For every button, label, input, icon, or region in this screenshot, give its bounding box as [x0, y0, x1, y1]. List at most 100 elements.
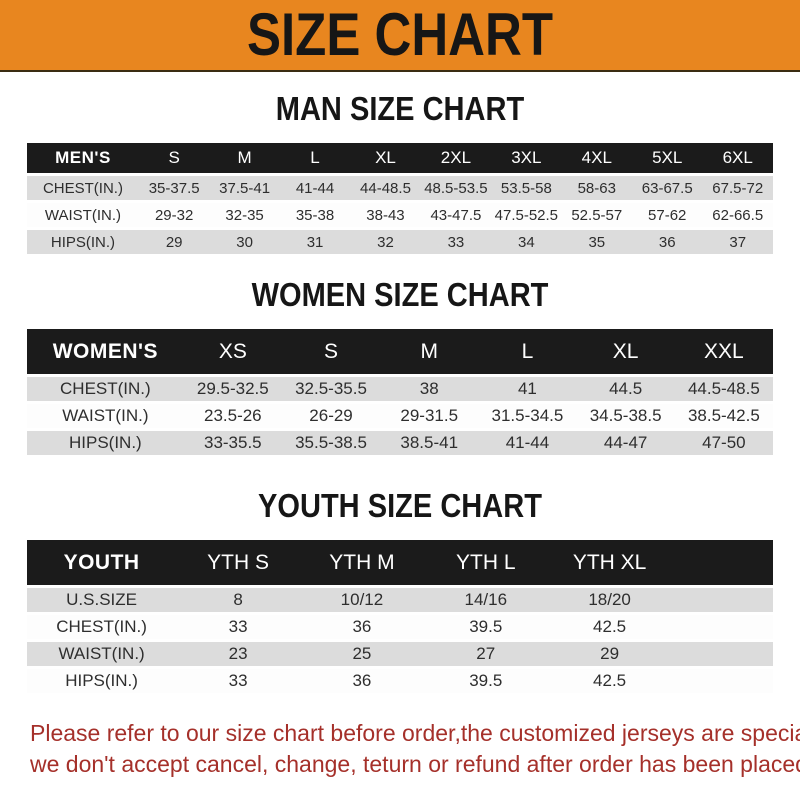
- size-cell: 58-63: [561, 176, 632, 200]
- size-cell: 29.5-32.5: [183, 377, 282, 401]
- col-header: L: [478, 329, 577, 374]
- men-chest-row: CHEST(IN.) 35-37.5 37.5-41 41-44 44-48.5…: [27, 176, 773, 200]
- men-section: MAN SIZE CHART MEN'S S M L XL 2XL 3XL 4X…: [0, 91, 800, 257]
- size-cell: 42.5: [547, 669, 672, 693]
- women-hips-row: HIPS(IN.) 33-35.5 35.5-38.5 38.5-41 41-4…: [27, 431, 773, 455]
- men-header-row: MEN'S S M L XL 2XL 3XL 4XL 5XL 6XL: [27, 143, 773, 173]
- size-cell: 47.5-52.5: [491, 203, 562, 227]
- size-cell: 36: [300, 615, 424, 639]
- size-cell: 63-67.5: [632, 176, 703, 200]
- size-cell: 47-50: [674, 431, 773, 455]
- note-line-2: we don't accept cancel, change, teturn o…: [30, 751, 800, 777]
- row-label: HIPS(IN.): [27, 669, 177, 693]
- col-header: XXL: [674, 329, 773, 374]
- empty-cell: [671, 642, 773, 666]
- size-cell: 41: [478, 377, 577, 401]
- youth-ussize-row: U.S.SIZE 8 10/12 14/16 18/20: [27, 588, 773, 612]
- empty-cell: [671, 669, 773, 693]
- size-cell: 33: [176, 615, 301, 639]
- youth-header-row: YOUTH YTH S YTH M YTH L YTH XL: [27, 540, 773, 585]
- size-cell: 29: [138, 230, 210, 254]
- size-cell: 39.5: [423, 669, 548, 693]
- size-cell: 53.5-58: [491, 176, 562, 200]
- size-cell: 38: [380, 377, 479, 401]
- col-header: YTH XL: [547, 540, 672, 585]
- size-cell: 38.5-41: [380, 431, 479, 455]
- empty-cell: [671, 588, 773, 612]
- size-cell: 39.5: [423, 615, 548, 639]
- page-title: SIZE CHART: [247, 1, 553, 68]
- size-cell: 41-44: [478, 431, 577, 455]
- women-section: WOMEN SIZE CHART WOMEN'S XS S M L XL XXL…: [0, 277, 800, 458]
- col-header: S: [138, 143, 210, 173]
- size-cell: 35.5-38.5: [281, 431, 381, 455]
- size-cell: 41-44: [279, 176, 351, 200]
- youth-size-table: YOUTH YTH S YTH M YTH L YTH XL U.S.SIZE …: [27, 537, 773, 696]
- row-label: CHEST(IN.): [27, 176, 139, 200]
- size-cell: 34.5-38.5: [576, 404, 675, 428]
- footer-note: Please refer to our size chart before or…: [0, 718, 800, 780]
- col-header: 4XL: [561, 143, 632, 173]
- women-header-row: WOMEN'S XS S M L XL XXL: [27, 329, 773, 374]
- size-cell: 33: [176, 669, 301, 693]
- table-title-cell: WOMEN'S: [27, 329, 184, 374]
- size-cell: 31: [279, 230, 351, 254]
- size-cell: 37: [702, 230, 773, 254]
- size-cell: 36: [632, 230, 703, 254]
- size-cell: 43-47.5: [420, 203, 492, 227]
- row-label: HIPS(IN.): [27, 230, 139, 254]
- size-cell: 44.5: [576, 377, 675, 401]
- col-header: S: [281, 329, 381, 374]
- row-label: HIPS(IN.): [27, 431, 184, 455]
- size-cell: 34: [491, 230, 562, 254]
- col-header: XS: [183, 329, 282, 374]
- men-waist-row: WAIST(IN.) 29-32 32-35 35-38 38-43 43-47…: [27, 203, 773, 227]
- size-cell: 48.5-53.5: [420, 176, 492, 200]
- size-cell: 8: [176, 588, 301, 612]
- col-header: 3XL: [491, 143, 562, 173]
- row-label: CHEST(IN.): [27, 377, 184, 401]
- col-header: M: [209, 143, 280, 173]
- size-cell: 37.5-41: [209, 176, 280, 200]
- youth-hips-row: HIPS(IN.) 33 36 39.5 42.5: [27, 669, 773, 693]
- note-line-1: Please refer to our size chart before or…: [30, 720, 800, 746]
- size-cell: 32: [350, 230, 421, 254]
- size-cell: 18/20: [547, 588, 672, 612]
- size-cell: 35-38: [279, 203, 351, 227]
- col-header: XL: [576, 329, 675, 374]
- size-cell: 67.5-72: [702, 176, 773, 200]
- size-cell: 35-37.5: [138, 176, 210, 200]
- size-cell: 33: [420, 230, 492, 254]
- men-hips-row: HIPS(IN.) 29 30 31 32 33 34 35 36 37: [27, 230, 773, 254]
- size-cell: 29: [547, 642, 672, 666]
- col-header: 5XL: [632, 143, 703, 173]
- col-header: M: [380, 329, 479, 374]
- col-header: YTH S: [176, 540, 301, 585]
- row-label: WAIST(IN.): [27, 642, 177, 666]
- banner: SIZE CHART: [0, 0, 800, 72]
- women-size-table: WOMEN'S XS S M L XL XXL CHEST(IN.) 29.5-…: [27, 326, 773, 458]
- size-cell: 23.5-26: [183, 404, 282, 428]
- size-cell: 27: [423, 642, 548, 666]
- col-header: 2XL: [420, 143, 492, 173]
- row-label: CHEST(IN.): [27, 615, 177, 639]
- row-label: WAIST(IN.): [27, 404, 184, 428]
- size-cell: 32-35: [209, 203, 280, 227]
- size-cell: 57-62: [632, 203, 703, 227]
- size-cell: 33-35.5: [183, 431, 282, 455]
- size-cell: 44-48.5: [350, 176, 421, 200]
- size-cell: 32.5-35.5: [281, 377, 381, 401]
- table-title-cell: MEN'S: [27, 143, 139, 173]
- size-cell: 35: [561, 230, 632, 254]
- men-section-title: MAN SIZE CHART: [275, 90, 525, 127]
- youth-waist-row: WAIST(IN.) 23 25 27 29: [27, 642, 773, 666]
- youth-chest-row: CHEST(IN.) 33 36 39.5 42.5: [27, 615, 773, 639]
- men-size-table: MEN'S S M L XL 2XL 3XL 4XL 5XL 6XL CHEST…: [27, 140, 773, 257]
- col-header: YTH L: [423, 540, 548, 585]
- size-cell: 23: [176, 642, 301, 666]
- women-chest-row: CHEST(IN.) 29.5-32.5 32.5-35.5 38 41 44.…: [27, 377, 773, 401]
- size-cell: 10/12: [300, 588, 424, 612]
- empty-cell: [671, 540, 773, 585]
- empty-cell: [671, 615, 773, 639]
